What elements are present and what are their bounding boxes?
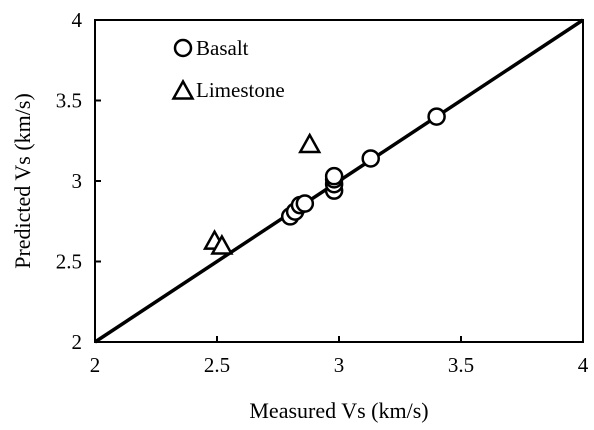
x-tick-label: 4 (578, 353, 589, 377)
x-tick-label: 2 (90, 353, 101, 377)
basalt-point (361, 149, 380, 168)
legend-basalt-label: Basalt (196, 36, 249, 60)
limestone-point (298, 132, 322, 154)
x-tick-label: 2.5 (204, 353, 230, 377)
ticks-layer: 2 2.5 3 3.5 4 2 2.5 3 3.5 4 (56, 8, 589, 377)
legend-limestone-label: Limestone (196, 78, 285, 102)
basalt-point (295, 194, 315, 213)
limestone-point (210, 233, 234, 255)
y-tick-label: 4 (72, 8, 83, 32)
y-tick-label: 3.5 (56, 89, 82, 113)
legend-basalt-marker (173, 38, 193, 58)
y-tick-label: 2 (72, 330, 83, 354)
y-tick-label: 3 (72, 169, 83, 193)
data-marks-layer (202, 107, 446, 255)
x-tick-label: 3 (334, 353, 345, 377)
legend: Basalt Limestone (171, 36, 285, 102)
x-axis-label: Measured Vs (km/s) (249, 398, 428, 423)
y-tick-label: 2.5 (56, 250, 82, 274)
x-tick-label: 3.5 (448, 353, 474, 377)
legend-limestone-marker (171, 78, 195, 100)
basalt-point (324, 166, 344, 186)
basalt-point (427, 107, 446, 126)
y-axis-label: Predicted Vs (km/s) (10, 93, 35, 269)
